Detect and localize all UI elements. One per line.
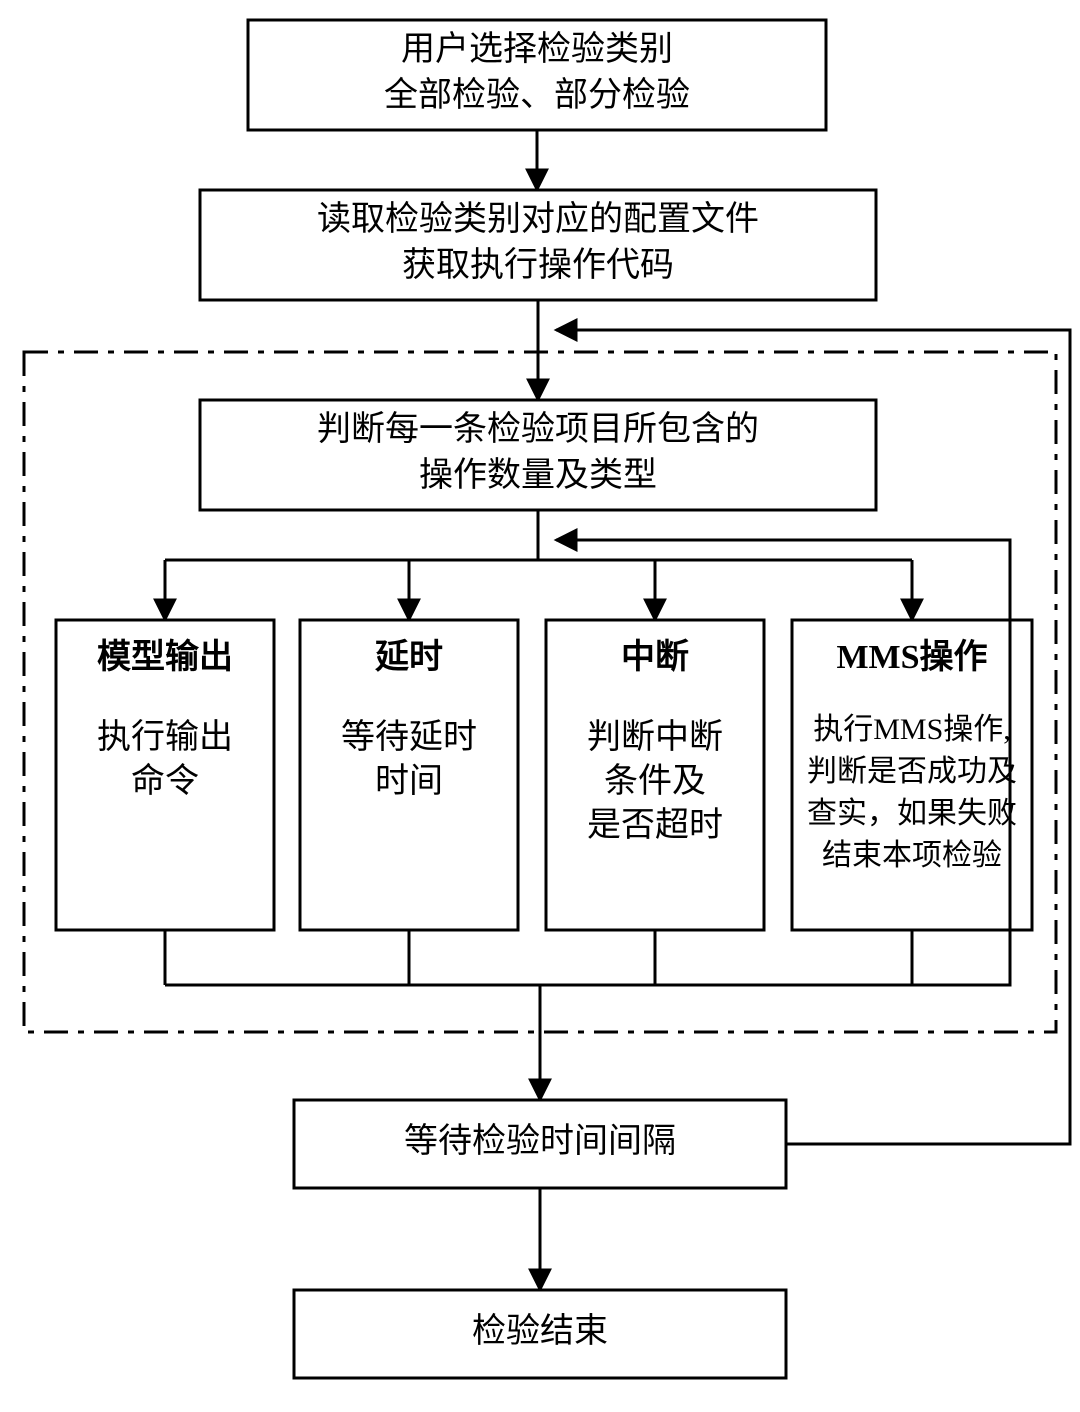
node-select-category-line2: 全部检验、部分检验 xyxy=(384,76,690,114)
branch-interrupt-body1: 判断中断 xyxy=(587,718,723,756)
branch-interrupt-title: 中断 xyxy=(621,638,689,676)
node-judge-item-line2: 操作数量及类型 xyxy=(419,456,657,494)
flowchart-svg: 用户选择检验类别 全部检验、部分检验 读取检验类别对应的配置文件 获取执行操作代… xyxy=(0,0,1080,1412)
branch-delay-body1: 等待延时 xyxy=(341,718,477,756)
branch-model-output-body2: 命令 xyxy=(131,762,199,800)
branch-model-output-title: 模型输出 xyxy=(97,638,233,676)
branch-interrupt-body2: 条件及 xyxy=(604,762,706,800)
node-finish-text: 检验结束 xyxy=(472,1312,608,1350)
branch-delay-body2: 时间 xyxy=(375,763,443,800)
branch-mms-title: MMS操作 xyxy=(836,638,987,676)
node-judge-item-line1: 判断每一条检验项目所包含的 xyxy=(317,410,759,448)
branch-mms-body4: 结束本项检验 xyxy=(822,839,1002,872)
branch-mms-body3: 查实，如果失败 xyxy=(807,797,1017,830)
branch-delay-title: 延时 xyxy=(375,638,443,676)
node-read-config-line1: 读取检验类别对应的配置文件 xyxy=(317,200,759,238)
node-select-category-line1: 用户选择检验类别 xyxy=(401,30,673,68)
branch-mms-body1: 执行MMS操作, xyxy=(813,713,1011,746)
node-wait-interval-text: 等待检验时间间隔 xyxy=(404,1122,676,1160)
branch-model-output-body1: 执行输出 xyxy=(97,718,233,756)
node-read-config-line2: 获取执行操作代码 xyxy=(402,246,674,284)
branch-mms-body2: 判断是否成功及 xyxy=(807,755,1017,788)
branch-interrupt-body3: 是否超时 xyxy=(587,807,723,844)
